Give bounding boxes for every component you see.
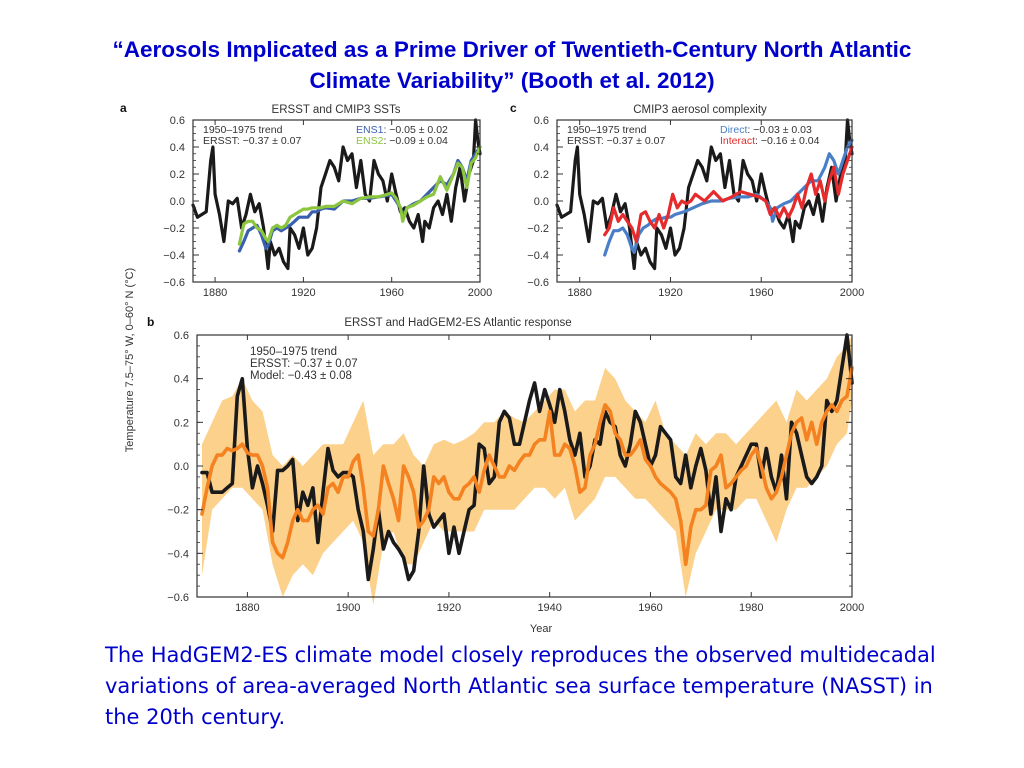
panel-a-title: ERSST and CMIP3 SSTs bbox=[272, 104, 401, 116]
y-tick-label: 0.2 bbox=[534, 169, 549, 181]
x-tick-label: 1900 bbox=[336, 602, 360, 614]
x-tick-label: 1960 bbox=[638, 602, 662, 614]
series-line-interact bbox=[603, 145, 854, 244]
panel-c-legend-1: Direct: −0.03 ± 0.03 bbox=[720, 124, 812, 136]
series-line-direct bbox=[603, 138, 854, 257]
y-tick-label: −0.6 bbox=[167, 592, 189, 604]
series-line-ersst bbox=[191, 118, 482, 271]
y-tick-label: −0.4 bbox=[167, 548, 189, 560]
panel-a-letter: a bbox=[120, 101, 127, 115]
y-tick-label: 0.2 bbox=[174, 417, 189, 429]
legend-ens1-value: : −0.05 ± 0.02 bbox=[383, 124, 448, 136]
body-text-line-1: The HadGEM2-ES climate model closely rep… bbox=[105, 643, 936, 667]
x-tick-label: 1960 bbox=[379, 287, 403, 299]
x-tick-label: 1920 bbox=[291, 287, 315, 299]
y-tick-label: −0.6 bbox=[163, 277, 185, 289]
panel-b-annotation-2: ERSST: −0.37 ± 0.07 bbox=[250, 358, 358, 370]
x-tick-label: 2000 bbox=[840, 602, 864, 614]
panel-c-annotation-2: ERSST: −0.37 ± 0.07 bbox=[567, 135, 665, 147]
panel-c-letter: c bbox=[510, 101, 517, 115]
y-tick-label: 0.6 bbox=[534, 115, 549, 127]
panel-a-annotation-2: ERSST: −0.37 ± 0.07 bbox=[203, 135, 301, 147]
series-line-model bbox=[200, 366, 854, 567]
y-tick-label: 0.4 bbox=[534, 142, 549, 154]
legend-ens1-name: ENS1 bbox=[356, 124, 384, 136]
panel-c-annotation-1: 1950–1975 trend bbox=[567, 124, 647, 136]
legend-ens2-name: ENS2 bbox=[356, 135, 384, 147]
y-tick-label: −0.2 bbox=[527, 223, 549, 235]
panel-a: a ERSST and CMIP3 SSTs 0.6 0.4 0.2 0.0 −0.2 −… bbox=[120, 101, 492, 299]
x-tick-label: 1880 bbox=[235, 602, 259, 614]
x-tick-label: 1880 bbox=[567, 287, 591, 299]
series-line-ens2 bbox=[237, 145, 482, 246]
legend-interact-name: Interact bbox=[720, 135, 755, 147]
x-tick-label: 1920 bbox=[437, 602, 461, 614]
panel-a-legend-2: ENS2: −0.09 ± 0.04 bbox=[356, 135, 448, 147]
y-tick-label: 0.0 bbox=[170, 196, 185, 208]
panel-b-x-axis-label: Year bbox=[530, 623, 553, 635]
panel-c-legend-2: Interact: −0.16 ± 0.04 bbox=[720, 135, 820, 147]
figure: Temperature 7.5–75° W, 0–60° N (°C) a ER… bbox=[120, 101, 864, 635]
x-tick-label: 2000 bbox=[840, 287, 864, 299]
y-tick-label: 0.6 bbox=[170, 115, 185, 127]
body-text-line-2: variations of area-averaged North Atlant… bbox=[105, 674, 933, 698]
y-tick-label: −0.4 bbox=[527, 250, 549, 262]
panel-c-title: CMIP3 aerosol complexity bbox=[633, 104, 767, 116]
slide-title-line-1: “Aerosols Implicated as a Prime Driver o… bbox=[112, 37, 912, 62]
y-tick-label: −0.4 bbox=[163, 250, 185, 262]
body-text-line-3: the 20th century. bbox=[105, 705, 286, 729]
panel-b-title: ERSST and HadGEM2-ES Atlantic response bbox=[344, 317, 571, 329]
panel-b-annotation-3: Model: −0.43 ± 0.08 bbox=[250, 370, 352, 382]
legend-direct-name: Direct bbox=[720, 124, 748, 136]
panel-a-annotation-1: 1950–1975 trend bbox=[203, 124, 283, 136]
y-tick-label: 0.0 bbox=[174, 461, 189, 473]
body-text: The HadGEM2-ES climate model closely rep… bbox=[105, 640, 1024, 733]
legend-interact-value: : −0.16 ± 0.04 bbox=[755, 135, 820, 147]
x-tick-label: 2000 bbox=[468, 287, 492, 299]
y-tick-label: 0.0 bbox=[534, 196, 549, 208]
panel-c: c CMIP3 aerosol complexity 0.6 0.4 0.2 0.0 −… bbox=[510, 101, 864, 299]
y-tick-label: −0.2 bbox=[167, 505, 189, 517]
slide-title: “Aerosols Implicated as a Prime Driver o… bbox=[40, 34, 984, 96]
legend-direct-value: : −0.03 ± 0.03 bbox=[747, 124, 812, 136]
legend-ens2-value: : −0.09 ± 0.04 bbox=[383, 135, 448, 147]
y-tick-label: 0.6 bbox=[174, 330, 189, 342]
series-line-ersst bbox=[555, 118, 854, 271]
panel-b-annotation-1: 1950–1975 trend bbox=[250, 346, 337, 358]
x-tick-label: 1940 bbox=[537, 602, 561, 614]
y-tick-label: −0.2 bbox=[163, 223, 185, 235]
panel-b: b ERSST and HadGEM2-ES Atlantic response… bbox=[147, 315, 864, 635]
panel-a-legend-1: ENS1: −0.05 ± 0.02 bbox=[356, 124, 448, 136]
x-tick-label: 1960 bbox=[749, 287, 773, 299]
x-tick-label: 1920 bbox=[658, 287, 682, 299]
shared-y-axis-label: Temperature 7.5–75° W, 0–60° N (°C) bbox=[124, 268, 136, 452]
x-tick-label: 1880 bbox=[203, 287, 227, 299]
slide-title-line-2: Climate Variability” (Booth et al. 2012) bbox=[309, 68, 715, 93]
y-tick-label: −0.6 bbox=[527, 277, 549, 289]
x-tick-label: 1980 bbox=[739, 602, 763, 614]
panel-b-letter: b bbox=[147, 315, 154, 329]
y-tick-label: 0.4 bbox=[170, 142, 185, 154]
y-tick-label: 0.4 bbox=[174, 374, 189, 386]
y-tick-label: 0.2 bbox=[170, 169, 185, 181]
